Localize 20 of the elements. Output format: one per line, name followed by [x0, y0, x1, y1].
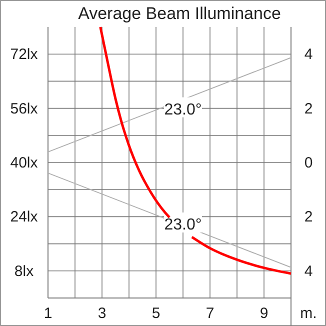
x-tick-label: 5	[152, 305, 160, 322]
y2-tick-label: 2	[304, 100, 313, 118]
y-tick-label: 56lx	[10, 100, 38, 118]
x-tick-label: 7	[206, 305, 214, 322]
y2-tick-label: 2	[304, 208, 313, 226]
line-series	[190, 236, 292, 275]
x-axis-title: m.	[300, 305, 317, 322]
y-tick-label: 72lx	[10, 46, 38, 64]
y2-tick-label: 4	[304, 262, 313, 280]
y2-tick-label: 0	[304, 154, 313, 172]
y2-tick-label: 4	[304, 46, 313, 64]
annotation: 23.0°	[164, 101, 202, 118]
x-tick-label: 3	[98, 305, 106, 322]
y-tick-label: 24lx	[10, 208, 38, 226]
x-tick-label: 1	[44, 305, 52, 322]
y-tick-label: 40lx	[10, 154, 38, 172]
annotation: 23.0°	[164, 216, 202, 234]
x-tick-label: 9	[260, 305, 268, 322]
y-tick-label: 8lx	[14, 262, 34, 280]
chart-title: Average Beam Illuminance	[78, 4, 281, 23]
